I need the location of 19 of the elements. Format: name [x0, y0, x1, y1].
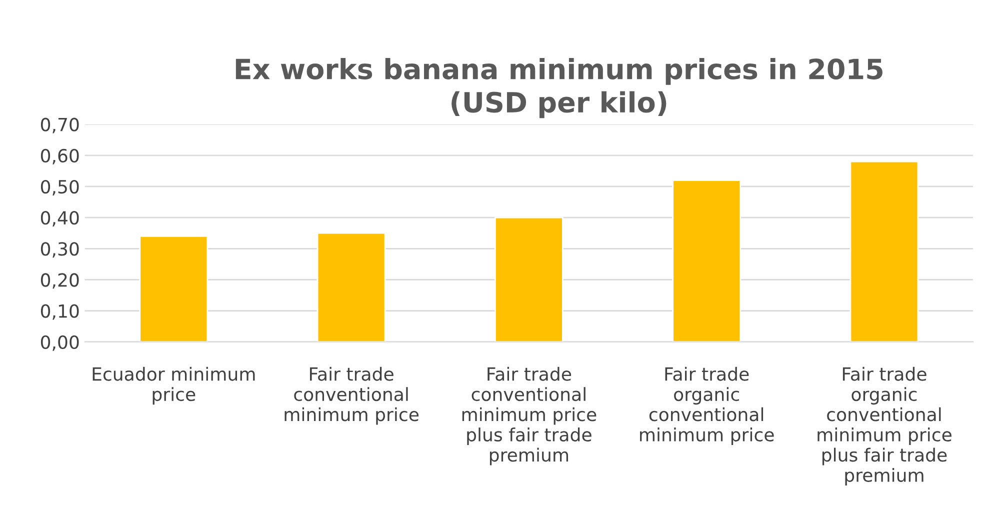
y-tick-label: 0,60 [40, 148, 79, 164]
bar [850, 160, 919, 342]
bar [139, 236, 208, 342]
bar [672, 180, 742, 342]
bar [494, 216, 564, 342]
y-tick-label: 0,20 [40, 273, 79, 289]
chart-title: Ex works banana minimum prices in 2015 (USD per kilo) [236, 58, 882, 118]
y-tick-label: 0,30 [40, 242, 79, 258]
y-tick-label: 0,50 [40, 180, 79, 196]
x-tick-label: Fair trade conventional minimum price [284, 366, 419, 425]
bar [316, 232, 386, 342]
y-tick-label: 0,00 [40, 335, 79, 351]
x-tick-label: Fair trade conventional minimum price plus fair trade premium [462, 366, 596, 466]
y-tick-label: 0,40 [40, 211, 79, 227]
x-tick-label: Ecuador minimum price [92, 366, 255, 405]
x-tick-label: Fair trade organic conventional minimum price plus fair trade premium [818, 366, 952, 486]
y-tick-label: 0,10 [40, 304, 79, 320]
y-tick-label: 0,70 [40, 118, 79, 134]
x-tick-label: Fair trade organic conventional minimum price [640, 366, 774, 446]
